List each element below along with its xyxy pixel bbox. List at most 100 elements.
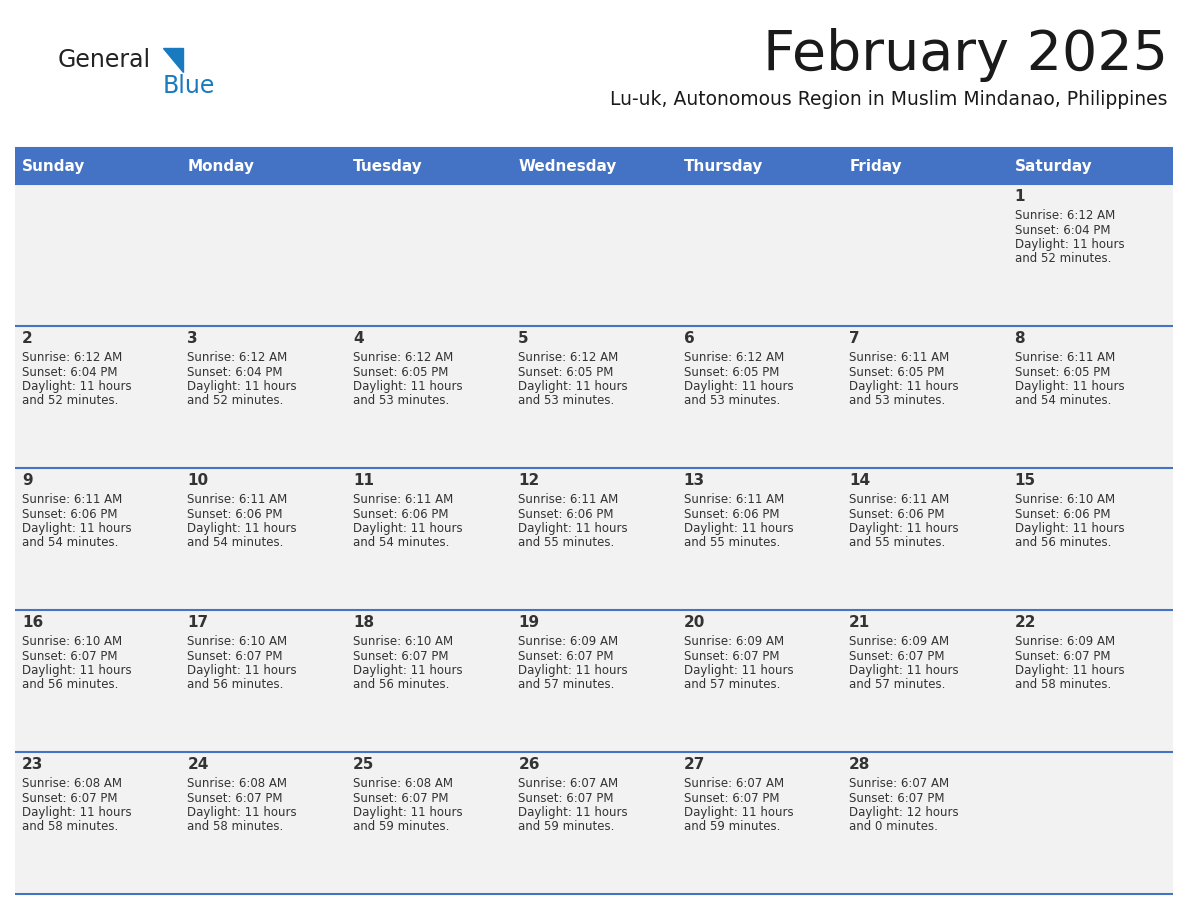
Text: and 54 minutes.: and 54 minutes. bbox=[1015, 395, 1111, 408]
Text: Saturday: Saturday bbox=[1015, 159, 1092, 174]
Text: Sunset: 6:07 PM: Sunset: 6:07 PM bbox=[518, 791, 614, 804]
Text: and 58 minutes.: and 58 minutes. bbox=[188, 821, 284, 834]
Text: Daylight: 11 hours: Daylight: 11 hours bbox=[353, 664, 462, 677]
Text: and 58 minutes.: and 58 minutes. bbox=[1015, 678, 1111, 691]
Text: and 53 minutes.: and 53 minutes. bbox=[353, 395, 449, 408]
Text: Sunday: Sunday bbox=[23, 159, 86, 174]
Text: Sunset: 6:07 PM: Sunset: 6:07 PM bbox=[684, 791, 779, 804]
Text: Sunset: 6:07 PM: Sunset: 6:07 PM bbox=[23, 650, 118, 663]
Text: and 57 minutes.: and 57 minutes. bbox=[518, 678, 614, 691]
Text: Sunset: 6:05 PM: Sunset: 6:05 PM bbox=[518, 365, 614, 378]
Polygon shape bbox=[163, 48, 183, 72]
Text: Sunset: 6:07 PM: Sunset: 6:07 PM bbox=[1015, 650, 1110, 663]
Text: 24: 24 bbox=[188, 757, 209, 772]
Text: Daylight: 11 hours: Daylight: 11 hours bbox=[188, 380, 297, 393]
Text: 5: 5 bbox=[518, 331, 529, 346]
Text: Lu-uk, Autonomous Region in Muslim Mindanao, Philippines: Lu-uk, Autonomous Region in Muslim Minda… bbox=[611, 90, 1168, 109]
Text: Sunrise: 6:08 AM: Sunrise: 6:08 AM bbox=[188, 777, 287, 790]
Text: 10: 10 bbox=[188, 473, 209, 488]
Text: Daylight: 11 hours: Daylight: 11 hours bbox=[684, 380, 794, 393]
Text: Sunrise: 6:12 AM: Sunrise: 6:12 AM bbox=[188, 351, 287, 364]
Text: 23: 23 bbox=[23, 757, 44, 772]
Text: February 2025: February 2025 bbox=[763, 28, 1168, 82]
Text: Sunrise: 6:09 AM: Sunrise: 6:09 AM bbox=[849, 635, 949, 648]
Text: 16: 16 bbox=[23, 615, 43, 630]
Text: 3: 3 bbox=[188, 331, 198, 346]
Text: Daylight: 11 hours: Daylight: 11 hours bbox=[518, 522, 628, 535]
Text: and 52 minutes.: and 52 minutes. bbox=[23, 395, 119, 408]
Text: Daylight: 11 hours: Daylight: 11 hours bbox=[188, 806, 297, 819]
Text: Thursday: Thursday bbox=[684, 159, 763, 174]
Text: Daylight: 11 hours: Daylight: 11 hours bbox=[353, 806, 462, 819]
Bar bbox=[15, 184, 1173, 326]
Text: Sunrise: 6:08 AM: Sunrise: 6:08 AM bbox=[23, 777, 122, 790]
Text: Daylight: 11 hours: Daylight: 11 hours bbox=[1015, 664, 1124, 677]
Text: Daylight: 11 hours: Daylight: 11 hours bbox=[23, 522, 132, 535]
Text: Sunrise: 6:09 AM: Sunrise: 6:09 AM bbox=[518, 635, 619, 648]
Text: Sunrise: 6:10 AM: Sunrise: 6:10 AM bbox=[353, 635, 453, 648]
Text: Daylight: 11 hours: Daylight: 11 hours bbox=[188, 664, 297, 677]
Text: Sunrise: 6:11 AM: Sunrise: 6:11 AM bbox=[23, 493, 122, 506]
Text: Sunset: 6:07 PM: Sunset: 6:07 PM bbox=[188, 791, 283, 804]
Text: 11: 11 bbox=[353, 473, 374, 488]
Text: 22: 22 bbox=[1015, 615, 1036, 630]
Text: Sunset: 6:05 PM: Sunset: 6:05 PM bbox=[849, 365, 944, 378]
Text: Daylight: 11 hours: Daylight: 11 hours bbox=[684, 522, 794, 535]
Text: Sunset: 6:06 PM: Sunset: 6:06 PM bbox=[23, 508, 118, 521]
Text: Daylight: 11 hours: Daylight: 11 hours bbox=[849, 664, 959, 677]
Bar bbox=[15, 752, 1173, 894]
Text: Sunset: 6:04 PM: Sunset: 6:04 PM bbox=[1015, 223, 1110, 237]
Text: Daylight: 11 hours: Daylight: 11 hours bbox=[23, 806, 132, 819]
Text: Sunset: 6:06 PM: Sunset: 6:06 PM bbox=[684, 508, 779, 521]
Text: and 55 minutes.: and 55 minutes. bbox=[849, 536, 946, 550]
Bar bbox=[15, 148, 1173, 184]
Text: Daylight: 11 hours: Daylight: 11 hours bbox=[518, 806, 628, 819]
Text: and 0 minutes.: and 0 minutes. bbox=[849, 821, 939, 834]
Text: and 57 minutes.: and 57 minutes. bbox=[684, 678, 781, 691]
Text: and 58 minutes.: and 58 minutes. bbox=[23, 821, 119, 834]
Text: Sunrise: 6:09 AM: Sunrise: 6:09 AM bbox=[684, 635, 784, 648]
Text: Sunset: 6:07 PM: Sunset: 6:07 PM bbox=[684, 650, 779, 663]
Text: 6: 6 bbox=[684, 331, 695, 346]
Text: Sunset: 6:04 PM: Sunset: 6:04 PM bbox=[23, 365, 118, 378]
Text: and 52 minutes.: and 52 minutes. bbox=[1015, 252, 1111, 265]
Text: and 53 minutes.: and 53 minutes. bbox=[518, 395, 614, 408]
Text: Friday: Friday bbox=[849, 159, 902, 174]
Text: Daylight: 11 hours: Daylight: 11 hours bbox=[23, 380, 132, 393]
Text: 20: 20 bbox=[684, 615, 706, 630]
Text: Sunrise: 6:12 AM: Sunrise: 6:12 AM bbox=[353, 351, 453, 364]
Text: Daylight: 11 hours: Daylight: 11 hours bbox=[353, 522, 462, 535]
Text: Sunset: 6:07 PM: Sunset: 6:07 PM bbox=[23, 791, 118, 804]
Text: 4: 4 bbox=[353, 331, 364, 346]
Text: Daylight: 11 hours: Daylight: 11 hours bbox=[684, 806, 794, 819]
Text: and 55 minutes.: and 55 minutes. bbox=[684, 536, 781, 550]
Text: and 55 minutes.: and 55 minutes. bbox=[518, 536, 614, 550]
Text: 26: 26 bbox=[518, 757, 539, 772]
Text: Sunset: 6:07 PM: Sunset: 6:07 PM bbox=[353, 650, 448, 663]
Text: and 59 minutes.: and 59 minutes. bbox=[518, 821, 614, 834]
Text: 13: 13 bbox=[684, 473, 704, 488]
Text: and 56 minutes.: and 56 minutes. bbox=[1015, 536, 1111, 550]
Text: and 56 minutes.: and 56 minutes. bbox=[353, 678, 449, 691]
Text: and 59 minutes.: and 59 minutes. bbox=[684, 821, 781, 834]
Text: and 53 minutes.: and 53 minutes. bbox=[684, 395, 781, 408]
Text: Sunrise: 6:12 AM: Sunrise: 6:12 AM bbox=[1015, 209, 1114, 222]
Text: 25: 25 bbox=[353, 757, 374, 772]
Text: Sunset: 6:05 PM: Sunset: 6:05 PM bbox=[353, 365, 448, 378]
Text: Daylight: 11 hours: Daylight: 11 hours bbox=[518, 380, 628, 393]
Text: Sunset: 6:06 PM: Sunset: 6:06 PM bbox=[1015, 508, 1110, 521]
Text: Sunrise: 6:07 AM: Sunrise: 6:07 AM bbox=[849, 777, 949, 790]
Text: and 54 minutes.: and 54 minutes. bbox=[353, 536, 449, 550]
Text: Sunset: 6:07 PM: Sunset: 6:07 PM bbox=[353, 791, 448, 804]
Text: Sunrise: 6:10 AM: Sunrise: 6:10 AM bbox=[23, 635, 122, 648]
Text: Sunrise: 6:11 AM: Sunrise: 6:11 AM bbox=[353, 493, 453, 506]
Text: Sunset: 6:07 PM: Sunset: 6:07 PM bbox=[849, 791, 944, 804]
Text: Sunset: 6:07 PM: Sunset: 6:07 PM bbox=[188, 650, 283, 663]
Text: Sunrise: 6:09 AM: Sunrise: 6:09 AM bbox=[1015, 635, 1114, 648]
Text: Daylight: 11 hours: Daylight: 11 hours bbox=[684, 664, 794, 677]
Text: Sunrise: 6:08 AM: Sunrise: 6:08 AM bbox=[353, 777, 453, 790]
Text: Sunrise: 6:11 AM: Sunrise: 6:11 AM bbox=[849, 493, 949, 506]
Text: Sunset: 6:06 PM: Sunset: 6:06 PM bbox=[353, 508, 448, 521]
Text: and 54 minutes.: and 54 minutes. bbox=[23, 536, 119, 550]
Text: Daylight: 11 hours: Daylight: 11 hours bbox=[188, 522, 297, 535]
